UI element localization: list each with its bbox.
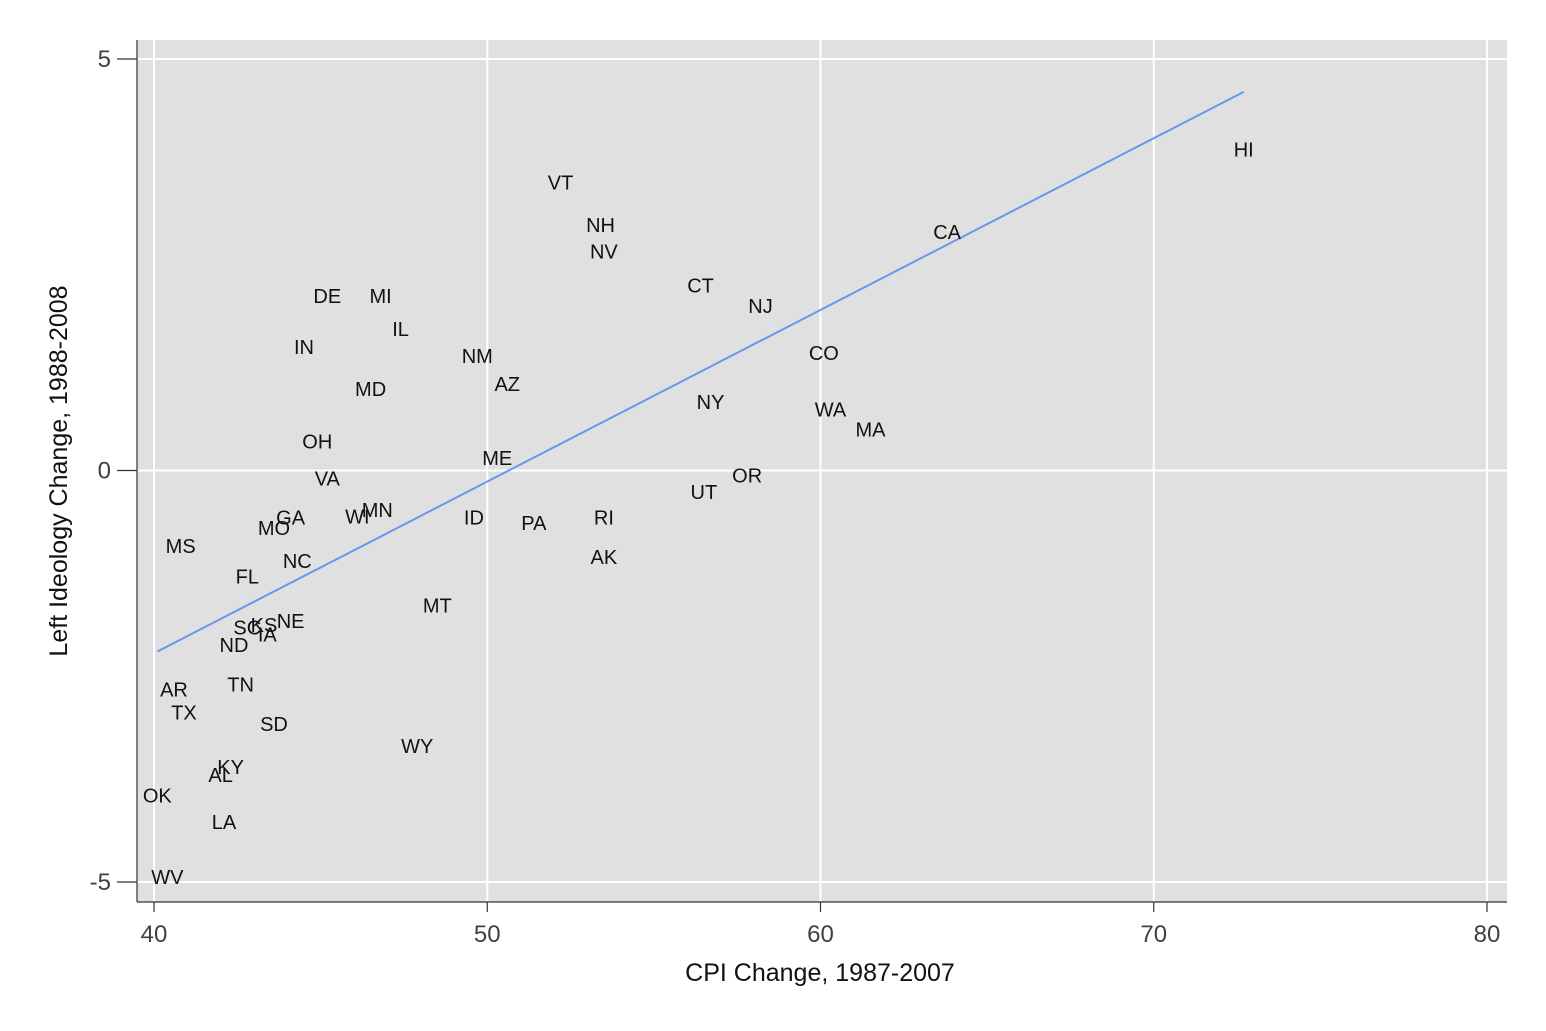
point-label-ma: MA [855,419,886,441]
point-label-md: MD [355,379,386,401]
point-label-ct: CT [687,275,714,297]
point-label-ny: NY [697,392,725,414]
point-label-tx: TX [171,702,197,724]
y-axis-title: Left Ideology Change, 1988-2008 [45,285,73,656]
point-label-vt: VT [548,172,574,194]
point-label-de: DE [313,286,341,308]
y-tick-label: 0 [98,458,111,485]
point-label-mn: MN [362,500,393,522]
point-label-mt: MT [423,595,452,617]
point-label-oh: OH [302,432,332,454]
point-label-nh: NH [586,215,615,237]
grid-lines [137,40,1507,902]
x-tick-label: 80 [1474,921,1501,948]
point-label-or: OR [732,465,762,487]
point-label-il: IL [392,319,409,341]
fit-line [156,91,1245,653]
point-label-al: AL [208,765,232,787]
point-label-nj: NJ [748,296,772,318]
point-label-ut: UT [691,482,718,504]
x-tick-label: 70 [1140,921,1167,948]
point-label-wy: WY [401,736,433,758]
point-label-nc: NC [283,551,312,573]
x-axis-title: CPI Change, 1987-2007 [685,959,955,987]
point-label-ca: CA [933,222,961,244]
point-label-nd: ND [220,635,249,657]
point-label-nm: NM [462,346,493,368]
point-label-nv: NV [590,242,618,264]
x-tick-label: 60 [807,921,834,948]
point-label-va: VA [315,469,341,491]
point-label-az: AZ [494,374,520,396]
x-axis-ticks: 40 50 60 70 80 [141,902,1501,948]
point-label-wi: WI [345,507,369,529]
point-label-sc: SC [233,618,261,640]
point-label-wv: WV [151,867,184,889]
point-label-ia: IA [258,624,278,646]
point-label-ne: NE [277,611,305,633]
point-label-ky: KY [217,757,244,779]
point-label-in: IN [294,337,314,359]
point-label-tn: TN [227,674,254,696]
y-axis-ticks: -5 0 5 [90,46,137,896]
x-tick-label: 50 [474,921,501,948]
point-label-pa: PA [521,513,547,535]
point-label-co: CO [809,343,839,365]
point-label-sd: SD [260,714,288,736]
y-tick-label: -5 [90,869,111,896]
point-label-ri: RI [594,507,614,529]
point-labels: HI CA VT NH NV CT NJ CO WA MA NY OR UT RI AK PA ID ME AZNM… [143,140,1254,890]
point-label-ms: MS [166,536,196,558]
point-label-fl: FL [236,567,259,589]
point-label-ar: AR [160,679,188,701]
point-label-ok: OK [143,786,173,808]
point-label-ak: AK [591,547,618,569]
point-label-ks: KS [251,615,278,637]
point-label-id: ID [464,507,484,529]
fit-line-group [156,91,1245,653]
point-label-ga: GA [276,507,306,529]
point-label-me: ME [482,448,512,470]
point-label-wa: WA [815,400,847,422]
point-label-mo: MO [258,518,290,540]
point-label-hi: HI [1234,140,1254,162]
point-label-mi: MI [370,286,392,308]
y-tick-label: 5 [98,46,111,73]
x-tick-label: 40 [141,921,168,948]
point-label-la: LA [212,812,237,834]
